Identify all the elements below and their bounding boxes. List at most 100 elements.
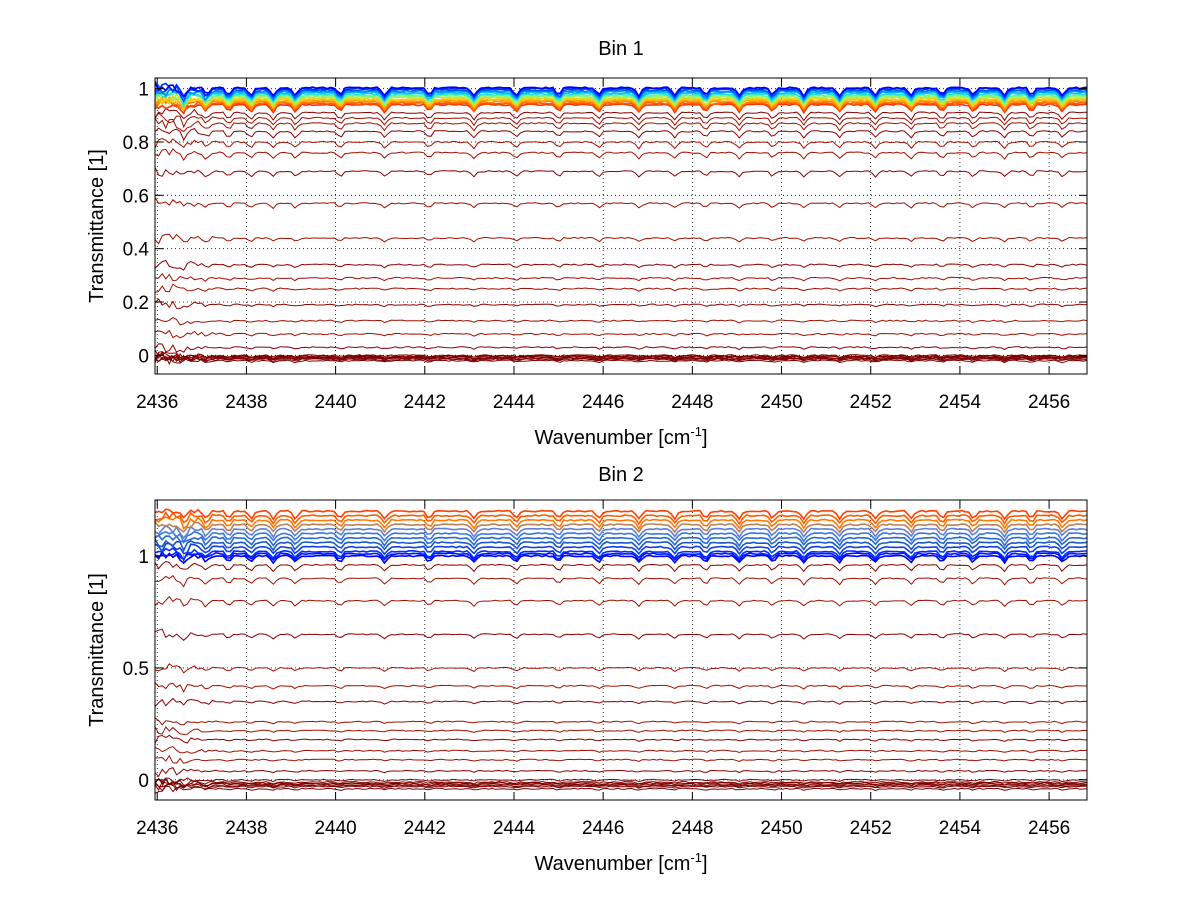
series-line <box>155 117 1087 133</box>
panel-bin-1: Bin 1 2436 2438 2440 2442 2444 2446 2448 2450 24… <box>86 38 1088 449</box>
series-line <box>155 595 1087 608</box>
series-line <box>155 777 1087 783</box>
series-line <box>155 574 1087 588</box>
series-line <box>155 777 1087 788</box>
series-line <box>155 317 1087 326</box>
x-tick-label: 2456 <box>1028 818 1070 839</box>
series-line <box>155 781 1087 792</box>
x-tick-label: 2438 <box>225 392 267 413</box>
x-ticks-bin-2: 2436 2438 2440 2442 2444 2446 2448 2450 2452 2454… <box>136 500 1070 839</box>
series-group-bin-1 <box>155 81 1087 366</box>
x-tick-label: 2446 <box>582 392 624 413</box>
ylabel-bin-1: Transmittance [1] <box>86 149 108 303</box>
series-line <box>155 298 1087 310</box>
series-line <box>155 259 1087 271</box>
series-line <box>155 350 1087 361</box>
panel-bin-2: Bin 2 2436 2438 2440 2442 2444 2446 2448 2450 24… <box>86 464 1088 875</box>
x-tick-label: 2440 <box>314 818 356 839</box>
x-tick-label: 2456 <box>1028 392 1070 413</box>
series-line <box>155 81 1087 99</box>
series-line <box>155 107 1087 122</box>
y-tick-label: 0.2 <box>123 293 149 314</box>
series-line <box>155 746 1087 754</box>
series-line <box>155 542 1087 556</box>
series-line <box>155 538 1087 553</box>
x-tick-label: 2452 <box>850 392 892 413</box>
series-line <box>155 550 1087 565</box>
series-line <box>155 147 1087 161</box>
series-line <box>155 272 1087 282</box>
x-tick-label: 2452 <box>850 818 892 839</box>
grid-bin-1 <box>155 78 1087 374</box>
y-tick-label: 0 <box>138 346 149 367</box>
series-line <box>155 524 1087 540</box>
y-tick-label: 0.4 <box>123 240 150 261</box>
series-line <box>155 717 1087 726</box>
series-line <box>155 663 1087 674</box>
y-tick-label: 0.5 <box>123 659 149 680</box>
x-tick-label: 2448 <box>671 818 713 839</box>
series-line <box>155 726 1087 735</box>
series-line <box>155 628 1087 641</box>
series-line <box>155 697 1087 707</box>
x-tick-label: 2440 <box>314 392 356 413</box>
series-line <box>155 87 1087 103</box>
y-tick-label: 0.6 <box>123 186 149 207</box>
series-line <box>155 353 1087 364</box>
series-line <box>155 785 1087 794</box>
series-line <box>155 233 1087 245</box>
x-tick-label: 2444 <box>493 818 536 839</box>
x-tick-label: 2442 <box>404 392 446 413</box>
series-line <box>155 329 1087 339</box>
y-ticks-bin-1: 0 0.2 0.4 0.6 0.8 1 <box>123 80 1087 367</box>
x-ticks-bin-1: 2436 2438 2440 2442 2444 2446 2448 2450 2452 2454… <box>136 78 1070 413</box>
x-tick-label: 2446 <box>582 818 624 839</box>
series-line <box>155 547 1087 562</box>
x-tick-label: 2454 <box>939 818 982 839</box>
series-line <box>155 534 1087 548</box>
series-line <box>155 777 1087 787</box>
x-tick-label: 2450 <box>760 392 802 413</box>
series-line <box>155 166 1087 178</box>
series-line <box>155 754 1087 764</box>
x-tick-label: 2436 <box>136 392 178 413</box>
y-tick-label: 0 <box>138 771 149 792</box>
x-tick-label: 2450 <box>760 818 802 839</box>
y-tick-label: 0.8 <box>123 133 149 154</box>
xlabel-bin-2: Wavenumber [cm-1] <box>534 850 707 875</box>
series-line <box>155 766 1087 778</box>
y-tick-label: 1 <box>138 547 149 568</box>
y-tick-label: 1 <box>138 80 149 101</box>
series-line <box>155 551 1087 563</box>
series-line <box>155 510 1087 526</box>
series-line <box>155 112 1087 129</box>
series-line <box>155 560 1087 573</box>
series-line <box>155 349 1087 359</box>
x-tick-label: 2436 <box>136 818 178 839</box>
title-bin-1: Bin 1 <box>598 38 644 60</box>
grid-bin-2 <box>155 500 1087 800</box>
series-line <box>155 96 1087 112</box>
series-line <box>155 734 1087 744</box>
series-line <box>155 521 1087 534</box>
series-line <box>155 91 1087 107</box>
axes-box-bin-2 <box>154 499 1088 801</box>
title-bin-2: Bin 2 <box>598 464 644 486</box>
axes-box-bin-1 <box>154 77 1088 375</box>
series-line <box>155 88 1087 108</box>
x-tick-label: 2438 <box>225 818 267 839</box>
series-line <box>155 343 1087 353</box>
series-line <box>155 127 1087 142</box>
series-group-bin-2 <box>155 508 1087 794</box>
y-ticks-bin-2: 00.51 <box>123 547 1087 792</box>
x-tick-label: 2454 <box>939 392 982 413</box>
series-line <box>155 782 1087 792</box>
series-line <box>155 137 1087 150</box>
series-line <box>155 83 1087 104</box>
series-line <box>155 530 1087 545</box>
series-line <box>155 682 1087 693</box>
ylabel-bin-2: Transmittance [1] <box>86 573 108 727</box>
x-tick-label: 2448 <box>671 392 713 413</box>
series-line <box>155 508 1087 521</box>
